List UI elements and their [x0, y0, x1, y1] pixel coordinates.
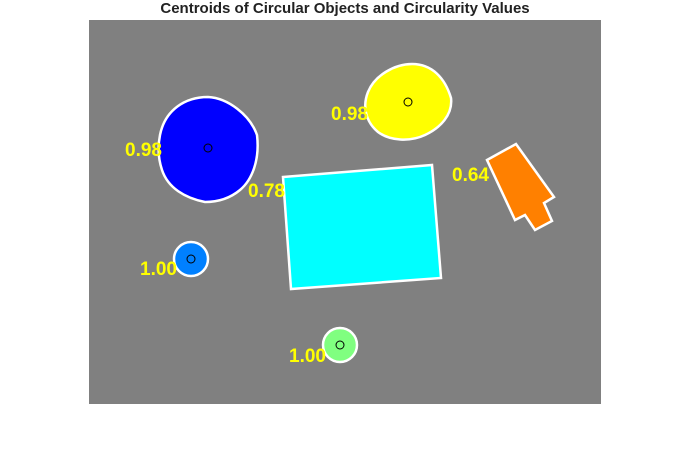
object-blue-blob: [157, 95, 259, 204]
circularity-label: 0.64: [452, 165, 489, 186]
object-green-circle: [321, 326, 359, 364]
circularity-label: 1.00: [289, 346, 326, 367]
centroid-marker: [335, 340, 345, 350]
object-blue-circle: [172, 240, 210, 278]
circularity-label: 0.98: [125, 140, 162, 161]
object-orange-shape: [485, 142, 556, 232]
object-cyan-rectangle: [281, 163, 443, 291]
figure-title: Centroids of Circular Objects and Circul…: [160, 0, 530, 17]
centroid-marker: [186, 254, 196, 264]
circularity-label: 0.98: [331, 104, 368, 125]
centroid-marker: [403, 97, 413, 107]
circularity-label: 1.00: [140, 259, 177, 280]
object-yellow-blob: [364, 62, 453, 141]
circularity-label: 0.78: [248, 181, 285, 202]
centroid-marker: [203, 143, 213, 153]
